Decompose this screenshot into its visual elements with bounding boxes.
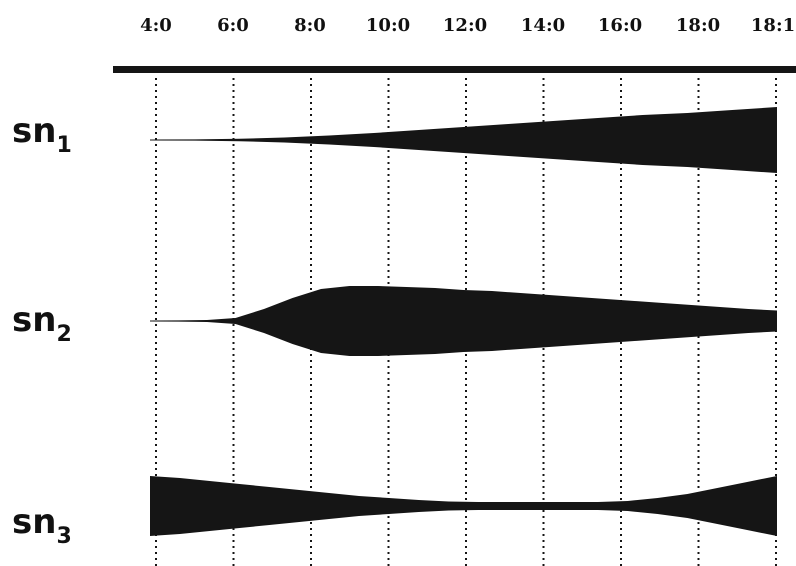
row-label-subscript: 2	[56, 322, 71, 347]
row-label-subscript: 1	[56, 133, 71, 158]
row-label-base: sn	[12, 111, 56, 151]
tick-label: 6:0	[217, 15, 249, 36]
timeline-header-bar	[113, 66, 796, 73]
envelopes	[150, 107, 777, 536]
tick-label: 14:0	[521, 15, 565, 36]
tick-label: 12:0	[443, 15, 487, 36]
row-label-sn2: sn2	[12, 300, 72, 347]
row-label-sn1: sn1	[12, 111, 72, 158]
tick-label: 18:0	[676, 15, 720, 36]
tick-label: 18:1	[751, 15, 795, 36]
row-label-base: sn	[12, 502, 56, 542]
tick-label: 16:0	[598, 15, 642, 36]
tick-label: 4:0	[140, 15, 172, 36]
row-label-subscript: 3	[56, 524, 71, 549]
envelope-sn1	[150, 107, 777, 173]
tick-label: 8:0	[294, 15, 326, 36]
tick-label: 10:0	[366, 15, 410, 36]
row-labels: sn1 sn2 sn3	[12, 111, 72, 549]
time-axis-ticks: 4:0 6:0 8:0 10:0 12:0 14:0 16:0 18:0 18:…	[140, 15, 795, 36]
envelope-sn3	[150, 476, 777, 536]
row-label-base: sn	[12, 300, 56, 340]
envelope-sn2	[150, 286, 777, 356]
row-label-sn3: sn3	[12, 502, 72, 549]
